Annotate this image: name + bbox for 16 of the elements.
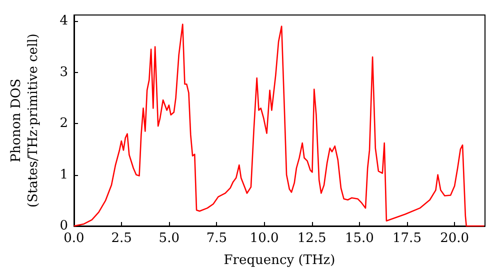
y-tick-label: 0 <box>60 218 68 234</box>
x-tick-label: 2.5 <box>111 231 132 246</box>
y-tick-label: 3 <box>60 64 68 80</box>
x-tick-label: 5.0 <box>158 231 180 246</box>
x-tick-label: 15.0 <box>344 231 374 246</box>
y-tick-label: 2 <box>60 116 68 132</box>
y-axis-title: Phonon DOS (States/THz·primitive cell) <box>9 33 41 208</box>
x-tick-label: 7.5 <box>206 231 228 246</box>
x-axis-title: Frequency (THz) <box>224 253 336 268</box>
y-tick-label: 4 <box>60 14 68 29</box>
x-tick-label: 20.0 <box>440 231 470 246</box>
x-tick-label: 12.5 <box>297 231 326 246</box>
y-tick-label: 1 <box>60 167 68 182</box>
x-tick-label: 17.5 <box>392 231 422 246</box>
x-tick-label: 0.0 <box>64 231 84 246</box>
x-tick-label: 10.0 <box>250 231 279 246</box>
